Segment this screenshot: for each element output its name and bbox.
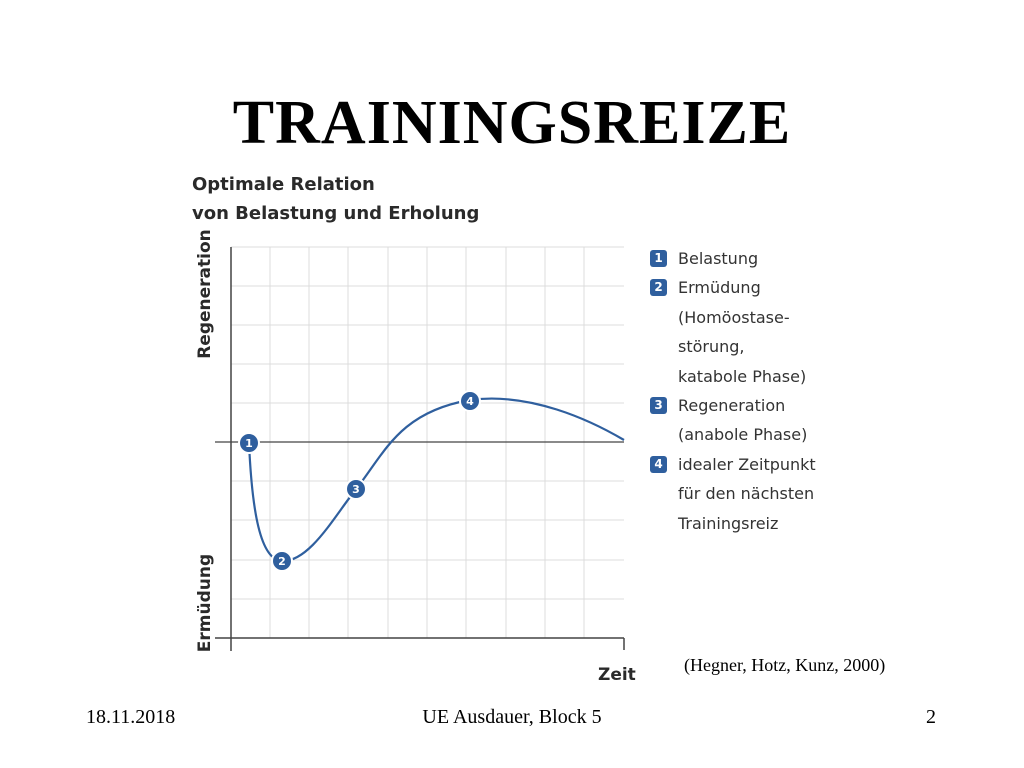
page-number: 2 <box>926 706 936 728</box>
legend-text: (Homöostase- <box>678 307 790 327</box>
legend-item-4-continuation: für den nächsten <box>648 479 848 508</box>
legend-text: katabole Phase) <box>678 366 807 386</box>
marker-2: 2 <box>271 550 293 572</box>
marker-circle <box>459 390 481 412</box>
marker-4: 4 <box>459 390 481 412</box>
source-citation: (Hegner, Hotz, Kunz, 2000) <box>684 655 886 675</box>
footer-center: UE Ausdauer, Block 5 <box>422 706 602 728</box>
marker-label: 4 <box>466 395 474 408</box>
legend-item-2-continuation: störung, <box>648 332 848 361</box>
y-label-regeneration: Regeneration <box>195 229 215 359</box>
marker-label: 1 <box>245 437 253 450</box>
regeneration-curve <box>247 397 625 563</box>
x-label-zeit: Zeit <box>598 665 636 685</box>
legend-text: (anabole Phase) <box>678 425 808 445</box>
legend-number-badge: 2 <box>650 279 667 297</box>
legend-item-3-continuation: (anabole Phase) <box>648 420 848 449</box>
marker-label: 3 <box>352 483 360 496</box>
marker-circle <box>271 550 293 572</box>
diagram-title-line-2: von Belastung und Erholung <box>192 203 480 224</box>
marker-circle <box>345 478 367 500</box>
legend-item-3: 3 Regeneration <box>648 391 848 420</box>
marker-circle <box>238 432 260 454</box>
diagram-title: Optimale Relation von Belastung und Erho… <box>192 170 479 228</box>
y-label-ermuedung: Ermüdung <box>195 554 215 652</box>
curve-markers: 1 2 3 4 <box>238 390 481 572</box>
legend-number-badge: 1 <box>650 250 667 267</box>
legend-text: idealer Zeitpunkt <box>678 454 816 474</box>
slide-title: TRAININGSREIZE <box>232 89 792 157</box>
legend-text: störung, <box>678 337 745 357</box>
legend: 1 Belastung 2 Ermüdung (Homöostase-störung, k… <box>648 244 848 538</box>
legend-item-2-continuation: (Homöostase- <box>648 303 848 332</box>
legend-text: Trainingsreiz <box>678 513 779 533</box>
legend-number-badge: 4 <box>650 455 667 473</box>
legend-text: Belastung <box>678 249 759 268</box>
legend-item-1: 1 Belastung <box>648 244 848 273</box>
marker-1: 1 <box>238 432 260 454</box>
diagram-title-line-1: Optimale Relation <box>192 174 375 195</box>
footer-date: 18.11.2018 <box>86 706 176 728</box>
legend-item-2: 2 Ermüdung <box>648 273 848 302</box>
marker-3: 3 <box>345 478 367 500</box>
legend-item-2-continuation: katabole Phase) <box>648 362 848 391</box>
legend-item-4: 4 idealer Zeitpunkt <box>648 450 848 479</box>
legend-text: Regeneration <box>678 395 786 415</box>
marker-label: 2 <box>278 555 286 568</box>
legend-text: Ermüdung <box>678 278 761 298</box>
legend-text: für den nächsten <box>678 484 815 504</box>
legend-number-badge: 3 <box>650 396 667 414</box>
legend-item-4-continuation: Trainingsreiz <box>648 509 848 538</box>
